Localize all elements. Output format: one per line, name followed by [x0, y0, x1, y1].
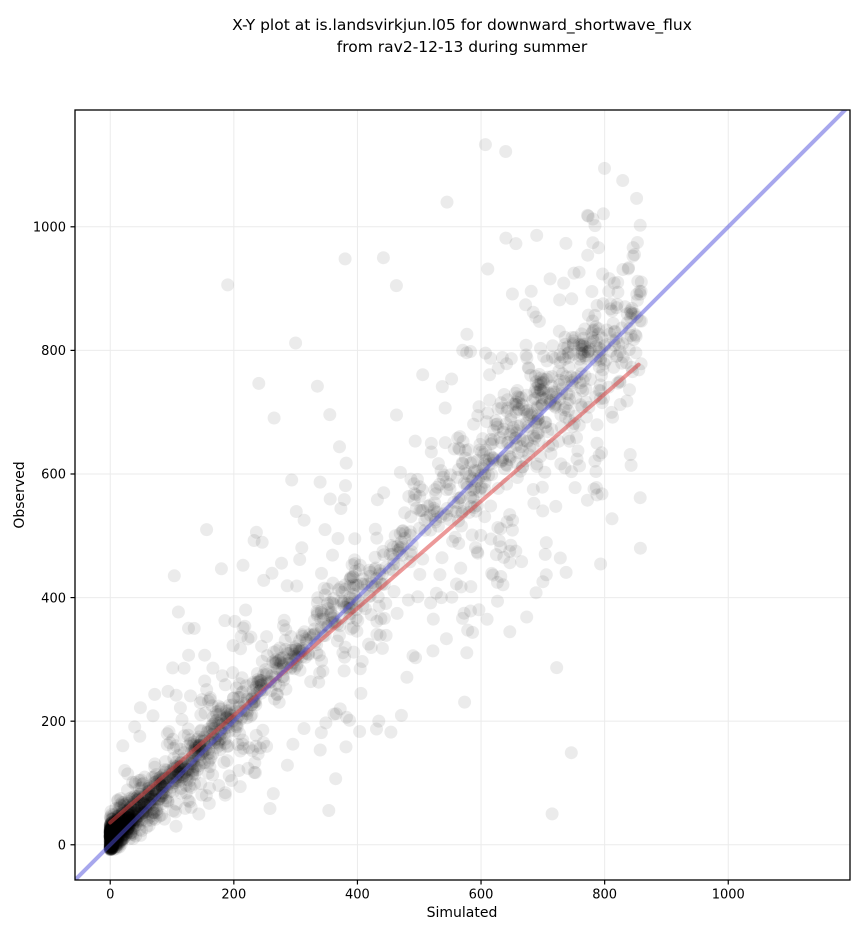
- x-axis-label: Simulated: [426, 905, 498, 921]
- x-tick-label: 200: [221, 888, 246, 903]
- y-tick-label: 400: [41, 591, 66, 606]
- x-tick-label: 600: [469, 888, 494, 903]
- axis-ticks: [70, 226, 729, 885]
- chart-title-line1: X-Y plot at is.landsvirkjun.l05 for down…: [232, 16, 692, 34]
- regression-line: [108, 362, 641, 825]
- x-tick-label: 0: [106, 888, 114, 903]
- y-tick-label: 0: [58, 838, 66, 853]
- y-tick-label: 1000: [33, 220, 66, 235]
- tick-labels: 0 200 400 600 800 1000 0 200 400 600 800 1000: [33, 220, 745, 902]
- identity-line: [75, 110, 848, 880]
- plot-border: [74, 109, 851, 881]
- scatter-points: [103, 138, 648, 857]
- grid-lines: [75, 110, 850, 880]
- chart-title: X-Y plot at is.landsvirkjun.l05 for down…: [232, 14, 692, 58]
- y-tick-label: 800: [41, 344, 66, 359]
- x-tick-label: 1000: [712, 888, 745, 903]
- x-tick-label: 400: [345, 888, 370, 903]
- y-axis-label: Observed: [12, 461, 28, 529]
- y-tick-label: 200: [41, 715, 66, 730]
- y-tick-label: 600: [41, 468, 66, 483]
- x-tick-label: 800: [592, 888, 617, 903]
- chart-title-line2: from rav2-12-13 during summer: [336, 38, 588, 56]
